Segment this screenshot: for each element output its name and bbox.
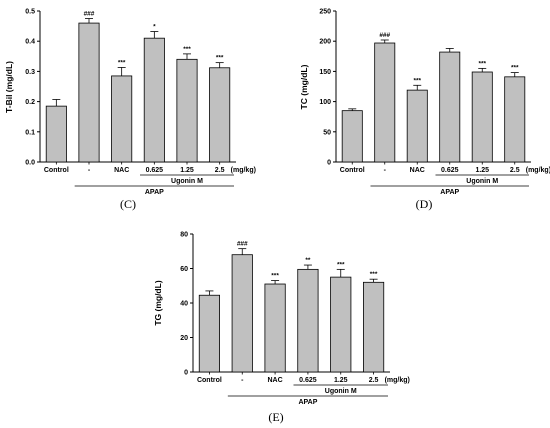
bar (143, 37, 165, 163)
category-label: NAC (267, 377, 282, 384)
y-tick-label: 0.1 (25, 129, 35, 136)
category-label: NAC (114, 167, 129, 174)
bar (111, 75, 133, 163)
ugonin-group-label: Ugonin M (171, 178, 203, 185)
bar (471, 71, 493, 163)
significance-label: *** (271, 273, 279, 280)
y-axis-label: T-Bil (mg/dL) (4, 61, 14, 113)
bar (45, 105, 67, 163)
chart-panel: 0 50 100 150 200 250 TC (mg/dL) Control ### - *** N… (299, 9, 550, 212)
apap-group-label: APAP (145, 189, 164, 196)
category-label: 2.5 (215, 167, 225, 174)
significance-label: *** (216, 55, 224, 62)
ugonin-group-label: Ugonin M (466, 178, 498, 185)
unit-label: (mg/kg) (385, 377, 410, 384)
bar (209, 67, 231, 163)
y-tick-label: 80 (180, 232, 188, 239)
y-tick-label: 0 (327, 160, 331, 167)
y-tick-label: 250 (319, 9, 331, 16)
significance-label: *** (337, 261, 345, 268)
category-label: 2.5 (510, 167, 520, 174)
category-label: 0.625 (299, 377, 317, 384)
y-tick-label: 0.4 (25, 39, 35, 46)
bar (363, 281, 385, 373)
significance-label: ** (305, 257, 311, 264)
bar (176, 58, 198, 163)
category-label: NAC (410, 167, 425, 174)
bar (330, 276, 352, 373)
category-label: 1.25 (334, 377, 348, 384)
apap-group-label: APAP (298, 399, 317, 406)
apap-group-label: APAP (440, 189, 459, 196)
bar (439, 51, 461, 163)
y-axis-label: TC (mg/dL) (299, 64, 309, 109)
bar (264, 283, 286, 373)
y-tick-label: 50 (323, 129, 331, 136)
y-tick-label: 150 (319, 69, 331, 76)
bar (374, 42, 396, 163)
y-tick-label: 60 (180, 266, 188, 273)
bar (406, 89, 428, 163)
y-tick-label: 0.3 (25, 69, 35, 76)
category-label: 0.625 (146, 167, 164, 174)
bar (78, 22, 100, 163)
significance-label: *** (511, 65, 519, 72)
significance-label: *** (370, 271, 378, 278)
bar (504, 76, 526, 163)
category-label: Control (44, 167, 69, 174)
y-tick-label: 0.2 (25, 99, 35, 106)
significance-label: *** (413, 77, 421, 84)
bar (231, 254, 253, 373)
category-label: - (384, 167, 387, 174)
y-tick-label: 0.5 (25, 9, 35, 16)
bar (198, 294, 220, 373)
significance-label: * (153, 24, 156, 31)
significance-label: ### (379, 32, 390, 39)
category-label: 1.25 (475, 167, 489, 174)
unit-label: (mg/kg) (526, 167, 550, 174)
category-label: 1.25 (180, 167, 194, 174)
significance-label: ### (237, 241, 248, 248)
significance-label: *** (118, 59, 126, 66)
category-label: Control (197, 377, 222, 384)
ugonin-group-label: Ugonin M (325, 388, 357, 395)
significance-label: *** (183, 46, 191, 53)
y-tick-label: 0.0 (25, 160, 35, 167)
y-axis-label: TG (mg/dL) (153, 280, 163, 325)
significance-label: ### (84, 11, 95, 18)
category-label: Control (340, 167, 365, 174)
panel-label: (E) (268, 410, 283, 424)
y-tick-label: 0 (184, 370, 188, 377)
y-tick-label: 100 (319, 99, 331, 106)
y-tick-label: 200 (319, 39, 331, 46)
significance-label: *** (478, 60, 486, 67)
y-tick-label: 40 (180, 301, 188, 308)
bar (297, 268, 319, 373)
panel-label: (D) (416, 197, 433, 211)
y-tick-label: 20 (180, 335, 188, 342)
chart-panel: 0 20 40 60 80 TG (mg/dL) Control ### - *** NAC ** 0.… (153, 232, 410, 425)
panel-label: (C) (120, 197, 136, 211)
category-label: 2.5 (369, 377, 379, 384)
chart-panel: 0.0 0.1 0.2 0.3 0.4 0.5 T-Bil (mg/dL) Control ##… (4, 9, 256, 212)
unit-label: (mg/kg) (231, 167, 256, 174)
category-label: 0.625 (441, 167, 459, 174)
category-label: - (241, 377, 244, 384)
bar (341, 110, 363, 163)
category-label: - (88, 167, 91, 174)
